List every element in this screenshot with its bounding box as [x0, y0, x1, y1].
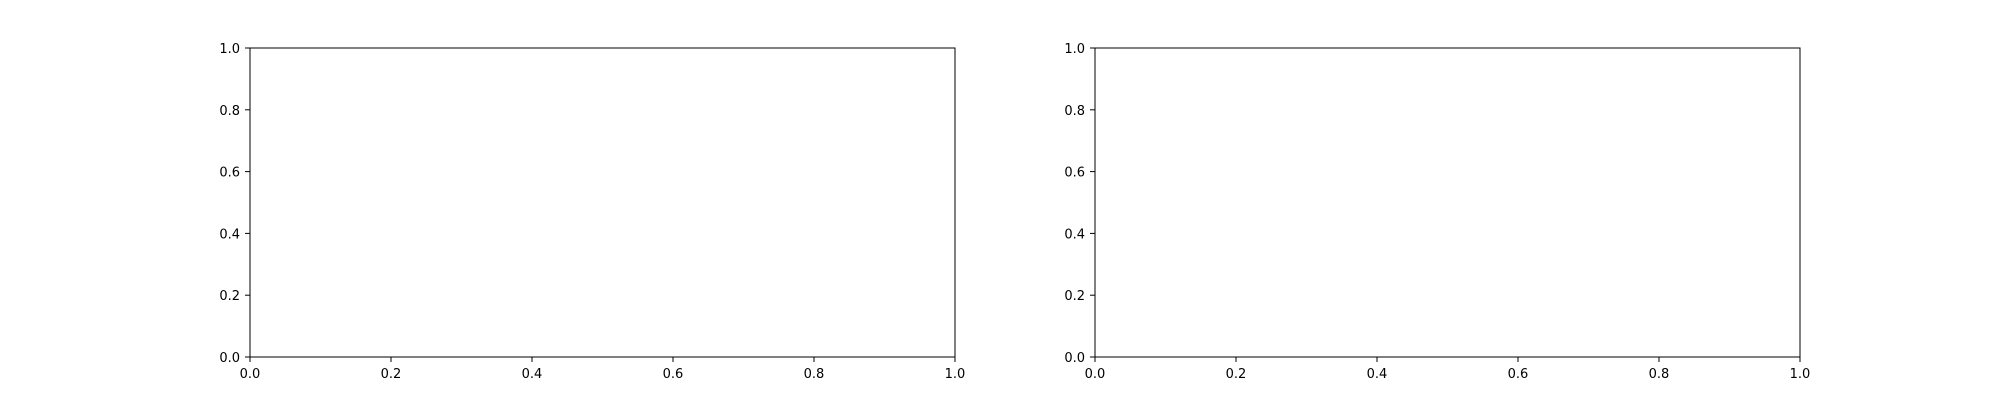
axes-frame [1094, 47, 1801, 358]
y-tick-label: 0.4 [1064, 227, 1085, 242]
x-tick-label: 0.6 [663, 367, 684, 382]
x-tick-label: 0.0 [240, 367, 261, 382]
axes-2: 0.0 0.2 0.4 0.6 0.8 1.0 0.0 0.2 0.4 0.6 0.8 1.0 [1064, 42, 1810, 382]
x-tick-label: 0.4 [1367, 367, 1388, 382]
x-tick-label: 0.0 [1085, 367, 1106, 382]
y-tick-label: 0.8 [1064, 104, 1085, 119]
y-tick-label: 0.0 [219, 351, 240, 366]
x-tick-label: 0.4 [522, 367, 543, 382]
y-tick-label: 0.2 [1064, 289, 1085, 304]
x-tick-label: 0.2 [381, 367, 402, 382]
y-tick-label: 1.0 [1064, 42, 1085, 57]
x-tick-label: 0.6 [1508, 367, 1529, 382]
y-tick-label: 0.0 [1064, 351, 1085, 366]
x-tick-label: 0.8 [1649, 367, 1670, 382]
x-tick-label: 1.0 [945, 367, 966, 382]
y-tick-label: 0.8 [219, 104, 240, 119]
y-tick-label: 1.0 [219, 42, 240, 57]
x-tick-label: 0.8 [804, 367, 825, 382]
axes-frame [249, 47, 956, 358]
y-tick-label: 0.4 [219, 227, 240, 242]
y-tick-label: 0.6 [1064, 166, 1085, 181]
x-tick-label: 0.2 [1226, 367, 1247, 382]
x-tick-label: 1.0 [1790, 367, 1811, 382]
axes-1: 0.0 0.2 0.4 0.6 0.8 1.0 0.0 0.2 0.4 0.6 0.8 1.0 [219, 42, 965, 382]
y-tick-label: 0.6 [219, 166, 240, 181]
y-tick-label: 0.2 [219, 289, 240, 304]
